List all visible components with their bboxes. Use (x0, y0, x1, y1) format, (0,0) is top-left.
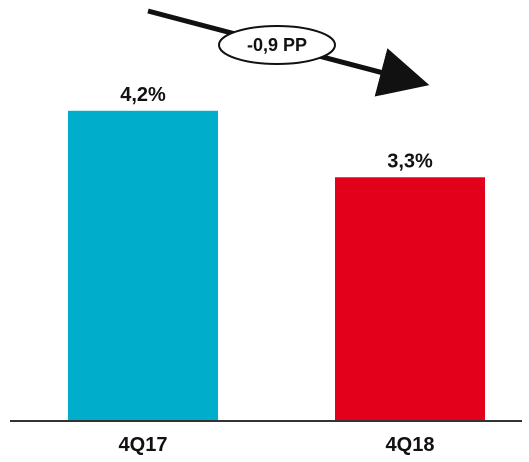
bar-4q17 (68, 110, 218, 421)
value-labels-group: 4,2% 3,3% (120, 84, 433, 172)
x-tick-label-4q18: 4Q18 (386, 434, 435, 456)
change-callout-text: -0,9 PP (247, 35, 307, 55)
x-tick-labels-group: 4Q17 4Q18 (119, 434, 435, 456)
change-callout-bubble (218, 25, 336, 65)
change-annotation: -0,9 PP (147, 8, 430, 97)
bars-group (68, 110, 485, 421)
x-tick-label-4q17: 4Q17 (119, 434, 168, 456)
value-label-4q18: 3,3% (387, 150, 433, 172)
value-label-4q17: 4,2% (120, 84, 166, 106)
bar-4q18 (335, 177, 485, 421)
